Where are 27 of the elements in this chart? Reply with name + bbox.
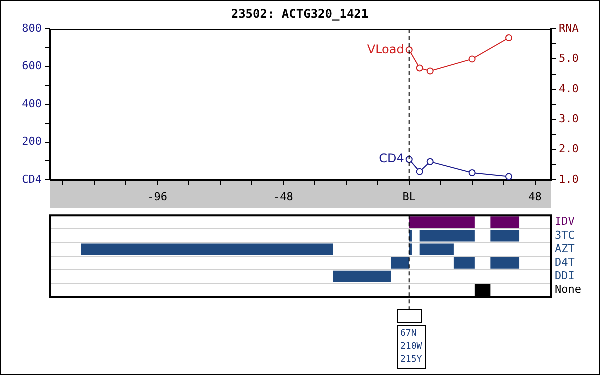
y-tick-label: CD4	[22, 172, 42, 186]
y-tick-label: 800	[22, 22, 42, 35]
y-tick-label: None	[555, 283, 582, 296]
y-tick-label: 400	[22, 97, 42, 110]
y2-tick-label: 3.0	[559, 112, 579, 126]
x-tick-label: -48	[274, 190, 294, 204]
chart-title: 23502: ACTG320_1421	[231, 7, 369, 21]
y2-tick-label: 2.0	[559, 142, 579, 156]
x-tick-label: 48	[528, 190, 542, 204]
x-tick-label: BL	[402, 190, 416, 204]
y-tick-label: 3TC	[555, 228, 575, 242]
text: 67N	[400, 328, 417, 339]
y2-tick-label: 1.0	[559, 172, 579, 186]
y-tick-label: 200	[22, 135, 42, 148]
series-label: CD4	[379, 152, 404, 166]
y2-tick-label: 5.0	[559, 52, 579, 66]
y-tick-label: DDI	[555, 270, 575, 283]
y-tick-label: 600	[22, 60, 42, 73]
y-tick-label: D4T	[555, 256, 576, 269]
y-tick-label: IDV	[555, 215, 576, 228]
series-label: VLoad	[367, 42, 404, 56]
text: 210W	[400, 342, 423, 352]
x-tick-label: -96	[148, 190, 168, 204]
y2-tick-label: RNA	[559, 22, 580, 35]
y2-tick-label: 4.0	[559, 82, 579, 96]
y-tick-label: AZT	[555, 242, 576, 256]
text: 215Y	[400, 354, 423, 365]
